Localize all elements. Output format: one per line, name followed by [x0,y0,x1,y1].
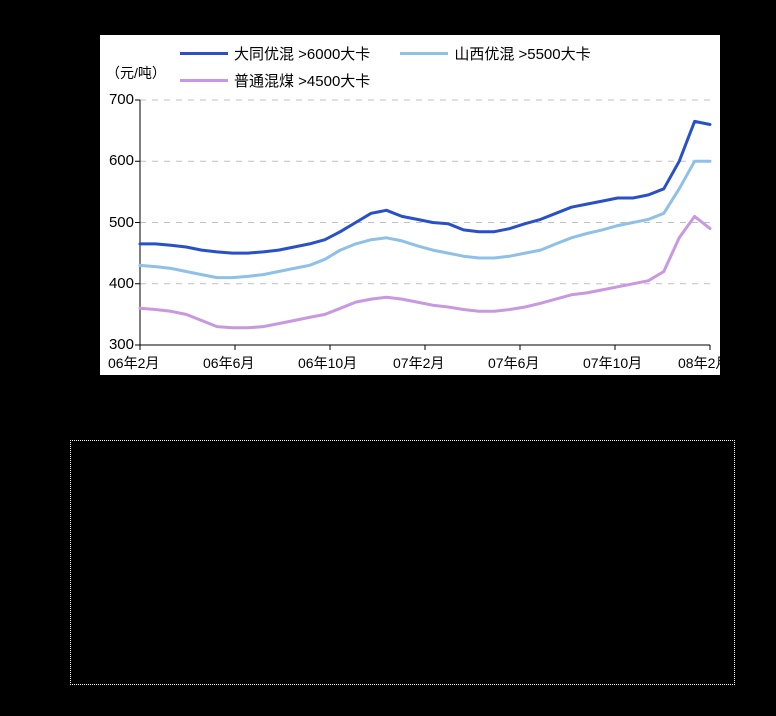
ytick-label: 500 [100,214,134,231]
ytick-label: 600 [100,152,134,169]
legend-item: 山西优混 >5500大卡 [400,43,590,64]
series-line [140,216,710,327]
xtick-label: 07年10月 [583,353,642,373]
yaxis-unit-label: （元/吨） [106,63,166,83]
xtick-label: 07年6月 [488,353,539,373]
legend-swatch [180,79,228,82]
xtick-label: 06年6月 [203,353,254,373]
legend-label: 普通混煤 >4500大卡 [234,70,370,91]
legend-item: 普通混煤 >4500大卡 [180,70,370,91]
legend-label: 大同优混 >6000大卡 [234,43,370,64]
legend-swatch [180,52,228,55]
ytick-label: 400 [100,275,134,292]
xtick-label: 08年2月 [678,353,729,373]
ytick-label: 700 [100,91,134,108]
xtick-label: 07年2月 [393,353,444,373]
xtick-label: 06年10月 [298,353,357,373]
series-line [140,121,710,253]
ytick-label: 300 [100,336,134,353]
coal-price-chart: （元/吨） 大同优混 >6000大卡 山西优混 >5500大卡普通混煤 >4500… [100,35,720,375]
xtick-label: 06年2月 [108,353,159,373]
legend-item: 大同优混 >6000大卡 [180,43,370,64]
legend-swatch [400,52,448,55]
dotted-placeholder-box [70,440,735,685]
legend-label: 山西优混 >5500大卡 [454,43,590,64]
chart-legend: 大同优混 >6000大卡 山西优混 >5500大卡普通混煤 >4500大卡 [180,43,710,97]
plot-area [140,100,710,345]
